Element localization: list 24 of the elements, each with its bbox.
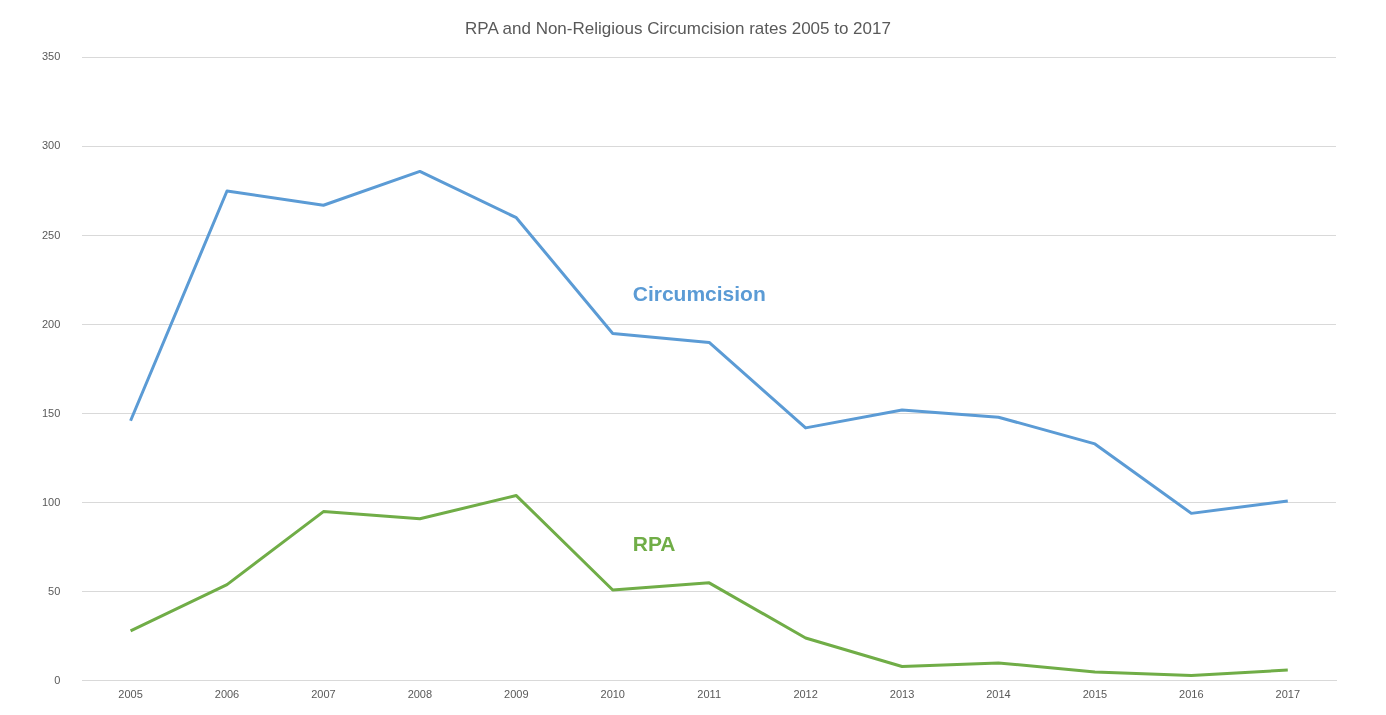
y-tick-label: 0 <box>54 673 61 686</box>
y-tick-label: 300 <box>41 139 61 152</box>
y-tick-label: 50 <box>48 584 61 597</box>
chart-title: RPA and Non-Religious Circumcision rates 2005 to 2017 <box>465 18 891 38</box>
x-tick-label: 2009 <box>504 688 529 701</box>
y-tick-label: 200 <box>41 317 61 330</box>
x-tick-label: 2015 <box>1082 688 1108 701</box>
x-tick-label: 2008 <box>407 688 433 701</box>
x-tick-label: 2006 <box>214 688 240 701</box>
y-tick-label: 250 <box>41 228 61 241</box>
x-tick-label: 2005 <box>118 688 143 701</box>
series-label: RPA <box>632 531 676 555</box>
x-tick-label: 2016 <box>1179 688 1204 701</box>
x-tick-label: 2012 <box>793 688 818 701</box>
x-tick-label: 2007 <box>311 688 336 701</box>
series-label: Circumcision <box>632 282 766 306</box>
x-tick-label: 2010 <box>600 688 625 701</box>
x-tick-label: 2011 <box>697 688 721 701</box>
x-tick-label: 2017 <box>1275 688 1301 701</box>
y-tick-label: 350 <box>41 50 61 63</box>
x-tick-label: 2013 <box>889 688 915 701</box>
y-tick-label: 150 <box>41 406 61 419</box>
x-tick-label: 2014 <box>986 688 1011 701</box>
y-tick-label: 100 <box>41 495 61 508</box>
